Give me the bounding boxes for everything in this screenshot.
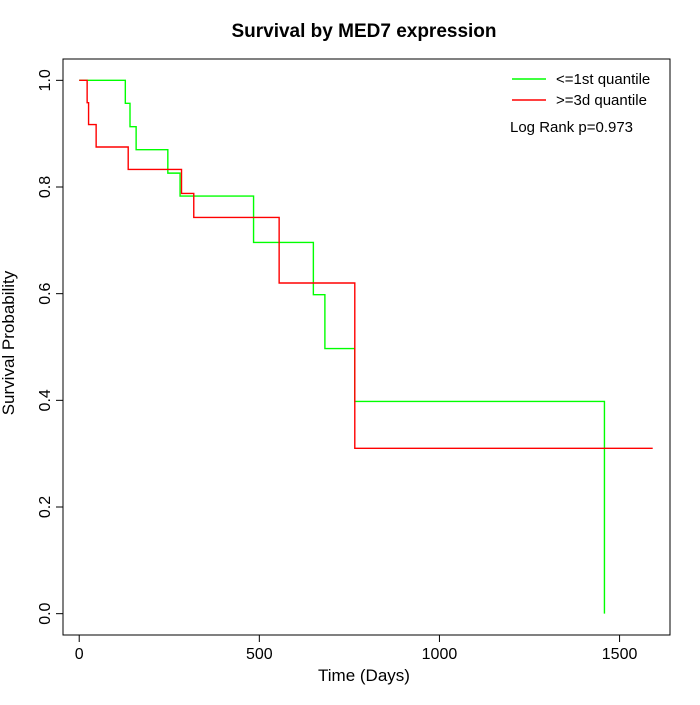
- chart-title: Survival by MED7 expression: [231, 21, 496, 42]
- y-tick-label: 0.2: [37, 496, 54, 518]
- x-axis-label: Time (Days): [318, 666, 410, 685]
- y-axis: 0.0 0.2 0.4 0.6 0.8 1.0: [37, 69, 64, 625]
- series-line-1: [79, 79, 653, 450]
- series-layer: [79, 79, 653, 614]
- plot-frame: [62, 58, 671, 636]
- x-axis: 0 500 1000 1500: [75, 634, 638, 663]
- x-tick-label: 500: [246, 646, 273, 663]
- x-tick-label: 0: [75, 646, 84, 663]
- log-rank-annotation: Log Rank p=0.973: [510, 119, 633, 136]
- x-tick-label: 1500: [602, 646, 638, 663]
- legend-label: <=1st quantile: [556, 71, 650, 88]
- y-tick-label: 0.8: [37, 176, 54, 198]
- series-line-0: [79, 79, 606, 614]
- legend-label: >=3d quantile: [556, 92, 647, 109]
- y-tick-label: 0.4: [37, 389, 54, 411]
- y-axis-label: Survival Probability: [0, 270, 18, 415]
- y-tick-label: 0.0: [37, 602, 54, 624]
- x-tick-label: 1000: [422, 646, 458, 663]
- y-tick-label: 0.6: [37, 282, 54, 304]
- y-tick-label: 1.0: [37, 69, 54, 91]
- legend: <=1st quantile >=3d quantile: [512, 71, 650, 109]
